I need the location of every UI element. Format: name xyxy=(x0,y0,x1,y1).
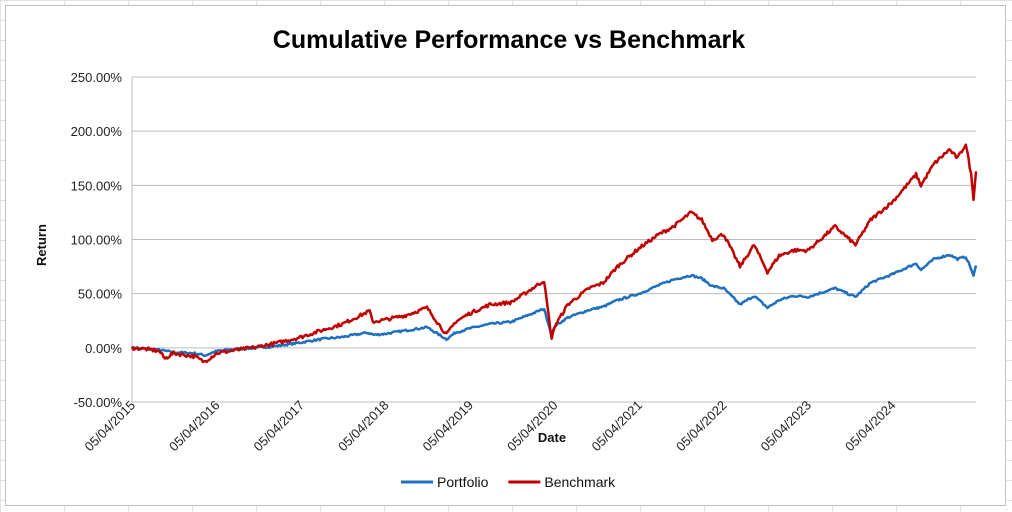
y-tick-label: 100.00% xyxy=(71,233,123,248)
x-axis-ticks: 05/04/2015 05/04/2016 05/04/2017 05/04/2018… xyxy=(81,398,898,455)
chart-area[interactable]: Cumulative Performance vs Benchmark -50.… xyxy=(5,5,1006,506)
y-tick-label: 250.00% xyxy=(71,70,123,85)
x-tick-label: 05/04/2022 xyxy=(673,398,730,455)
x-tick-label: 05/04/2021 xyxy=(588,398,645,455)
chart-canvas: Cumulative Performance vs Benchmark -50.… xyxy=(34,26,978,490)
x-tick-label: 05/04/2019 xyxy=(419,398,476,455)
series-line-benchmark xyxy=(130,143,978,364)
y-axis-title: Return xyxy=(34,224,49,266)
series-line-portfolio xyxy=(131,253,978,358)
x-tick-label: 05/04/2024 xyxy=(842,398,899,455)
y-axis-ticks: -50.00% 0.00% 50.00% 100.00% 150.00% 200.00% 2… xyxy=(71,70,123,410)
legend-label-benchmark: Benchmark xyxy=(544,474,616,490)
y-tick-label: 50.00% xyxy=(78,287,123,302)
x-tick-label: 05/04/2017 xyxy=(250,398,307,455)
legend: Portfolio Benchmark xyxy=(401,474,616,490)
x-tick-label: 05/04/2023 xyxy=(757,398,814,455)
y-tick-label: 150.00% xyxy=(71,178,123,193)
x-tick-label: 05/04/2020 xyxy=(504,398,561,455)
x-axis-title: Date xyxy=(538,430,566,445)
y-tick-label: 200.00% xyxy=(71,124,123,139)
x-tick-label: 05/04/2016 xyxy=(166,398,223,455)
y-tick-label: 0.00% xyxy=(85,341,122,356)
chart-title: Cumulative Performance vs Benchmark xyxy=(273,26,746,54)
y-tick-label: -50.00% xyxy=(74,395,123,410)
series-lines xyxy=(130,143,978,364)
legend-label-portfolio: Portfolio xyxy=(437,474,489,490)
x-tick-label: 05/04/2018 xyxy=(335,398,392,455)
